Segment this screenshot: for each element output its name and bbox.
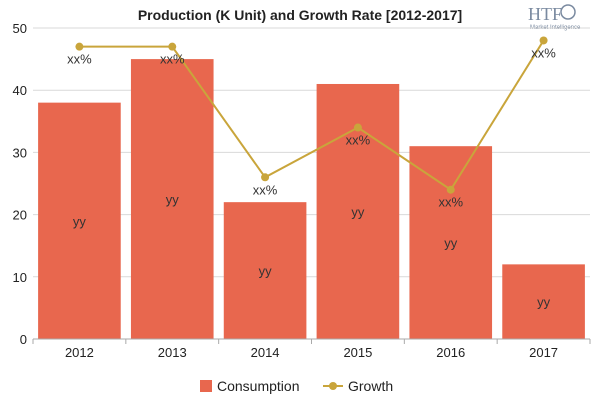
- bar-value-label: yy: [444, 236, 458, 251]
- legend-swatch-consumption: [200, 380, 212, 392]
- growth-value-label: xx%: [346, 133, 371, 148]
- growth-point-2016: [446, 185, 455, 194]
- bar-value-label: yy: [259, 264, 273, 279]
- bar-value-label: yy: [537, 295, 551, 310]
- bar-2016: [409, 146, 493, 339]
- legend-item-growth[interactable]: Growth: [323, 378, 393, 394]
- growth-value-label: xx%: [531, 45, 556, 60]
- growth-point-2015: [353, 123, 362, 132]
- data-labels: yy yy yy yy yy yy xx% xx% xx% xx% xx% xx%: [67, 45, 556, 309]
- y-tick-label: 0: [20, 332, 27, 347]
- growth-point-2017: [539, 36, 548, 45]
- bar-2014: [223, 202, 307, 339]
- x-tick-label: 2012: [65, 345, 94, 360]
- legend-swatch-growth-marker: [329, 382, 337, 390]
- legend-label-consumption: Consumption: [217, 378, 300, 394]
- y-axis: 0 10 20 30 40 50: [13, 21, 27, 347]
- x-tick-label: 2015: [343, 345, 372, 360]
- growth-point-2013: [168, 42, 177, 51]
- growth-point-2012: [75, 42, 84, 51]
- globe-icon: [560, 4, 576, 20]
- consumption-bars: [38, 59, 585, 339]
- x-tick-label: 2016: [436, 345, 465, 360]
- bar-2017: [502, 264, 585, 339]
- growth-value-label: xx%: [253, 182, 278, 197]
- bar-value-label: yy: [73, 214, 87, 229]
- growth-line-path: [79, 39, 545, 192]
- bar-2012: [38, 102, 121, 339]
- bar-2013: [130, 59, 214, 339]
- growth-value-label: xx%: [438, 195, 463, 210]
- htf-logo: HTF Market Intelligence: [528, 4, 581, 31]
- legend: Consumption Growth: [200, 378, 393, 394]
- bar-value-label: yy: [351, 204, 365, 219]
- logo-text: HTF: [528, 4, 562, 24]
- y-tick-label: 50: [13, 21, 27, 36]
- legend-item-consumption[interactable]: Consumption: [200, 378, 300, 394]
- legend-label-growth: Growth: [348, 378, 393, 394]
- x-tick-label: 2017: [529, 345, 558, 360]
- chart-title: Production (K Unit) and Growth Rate [201…: [138, 7, 462, 23]
- y-tick-label: 20: [13, 208, 27, 223]
- growth-value-label: xx%: [67, 52, 92, 67]
- x-tick-label: 2014: [251, 345, 280, 360]
- bar-value-label: yy: [166, 192, 180, 207]
- y-tick-label: 10: [13, 270, 27, 285]
- growth-value-label: xx%: [160, 52, 185, 67]
- x-axis: 2012 2013 2014 2015 2016 2017: [32, 338, 591, 360]
- x-tick-label: 2013: [158, 345, 187, 360]
- growth-point-2014: [261, 173, 270, 182]
- y-tick-label: 40: [13, 83, 27, 98]
- y-tick-label: 30: [13, 145, 27, 160]
- growth-line: [75, 36, 548, 194]
